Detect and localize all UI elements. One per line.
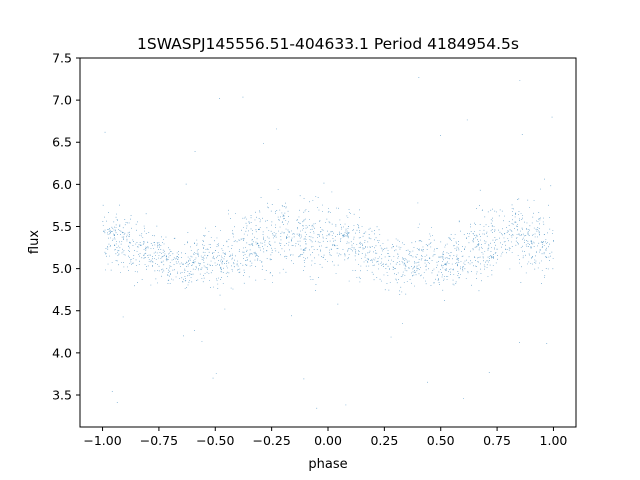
x-tick: 0.50 (427, 427, 455, 448)
y-tick-label: 3.5 (52, 387, 72, 402)
y-tick-label: 4.5 (52, 303, 72, 318)
x-tick: −0.25 (252, 427, 291, 448)
x-axis-label: phase (308, 457, 347, 472)
x-tick: 0.25 (370, 427, 398, 448)
flux-points (102, 77, 554, 409)
y-tick: 7.0 (52, 93, 80, 108)
x-tick-label: 0.75 (483, 433, 511, 448)
y-tick: 6.5 (52, 135, 80, 150)
y-tick: 5.5 (52, 219, 80, 234)
y-tick: 7.5 (52, 51, 80, 66)
x-tick: 1.00 (540, 427, 568, 448)
y-tick-label: 5.5 (52, 219, 72, 234)
data-points (102, 77, 554, 409)
x-tick-label: 0.50 (427, 433, 455, 448)
x-tick-label: 0.00 (314, 433, 342, 448)
y-tick-label: 5.0 (52, 261, 72, 276)
x-tick-label: 1.00 (540, 433, 568, 448)
x-tick: −0.50 (196, 427, 234, 448)
y-tick-label: 7.5 (52, 51, 72, 66)
y-tick: 4.0 (52, 345, 80, 360)
x-tick-label: −0.25 (252, 433, 290, 448)
x-tick-label: −0.75 (140, 433, 178, 448)
y-tick-label: 6.5 (52, 135, 72, 150)
x-tick-label: −0.50 (196, 433, 234, 448)
chart-title: 1SWASPJ145556.51-404633.1 Period 4184954… (137, 35, 519, 53)
x-axis-ticks: −1.00 −0.75 −0.50 −0.25 0.00 0.25 0.50 0.75 1.00 (83, 427, 567, 448)
y-tick: 3.5 (52, 387, 80, 402)
x-tick: −0.75 (140, 427, 178, 448)
x-tick-label: −1.00 (83, 433, 121, 448)
x-tick: −1.00 (83, 427, 122, 448)
x-tick: 0.00 (314, 427, 342, 448)
y-tick: 6.0 (52, 177, 80, 192)
y-tick-label: 4.0 (52, 345, 72, 360)
x-tick: 0.75 (483, 427, 511, 448)
y-tick: 4.5 (52, 303, 80, 318)
y-tick: 5.0 (52, 261, 80, 276)
y-tick-label: 6.0 (52, 177, 72, 192)
y-axis-label: flux (27, 230, 42, 254)
x-tick-label: 0.25 (370, 433, 398, 448)
y-tick-label: 7.0 (52, 93, 72, 108)
y-axis-ticks: 3.5 4.0 4.5 5.0 5.5 6.0 6.5 7.0 7.5 (52, 51, 80, 402)
